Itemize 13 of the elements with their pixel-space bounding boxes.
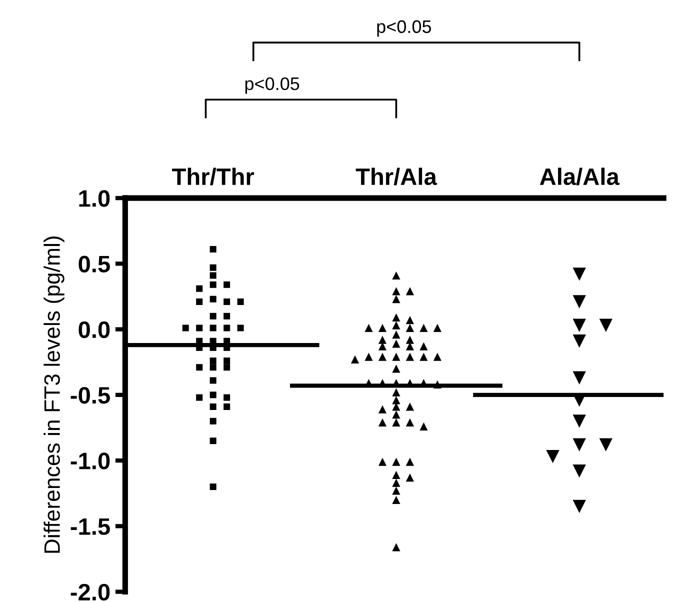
y-tick-label: -1.0 xyxy=(70,452,110,470)
y-tick-label: -1.5 xyxy=(70,518,110,535)
y-tick-label: -0.5 xyxy=(70,386,110,404)
y-tick-label: 1.0 xyxy=(79,190,110,207)
y-tick-label: -2.0 xyxy=(70,584,110,601)
text: p<0.05 xyxy=(245,77,300,94)
x-tick-label: Thr/Ala xyxy=(356,168,438,186)
y-tick-label: 0.5 xyxy=(78,256,110,272)
text: p<0.05 xyxy=(377,20,432,37)
y-axis-title: Differences in FT3 levels (pg/ml) xyxy=(44,236,64,553)
x-tick-label: Thr/Thr xyxy=(172,168,254,186)
x-tick-label: Ala/Ala xyxy=(540,168,620,186)
y-tick-label: 0.0 xyxy=(78,321,110,338)
